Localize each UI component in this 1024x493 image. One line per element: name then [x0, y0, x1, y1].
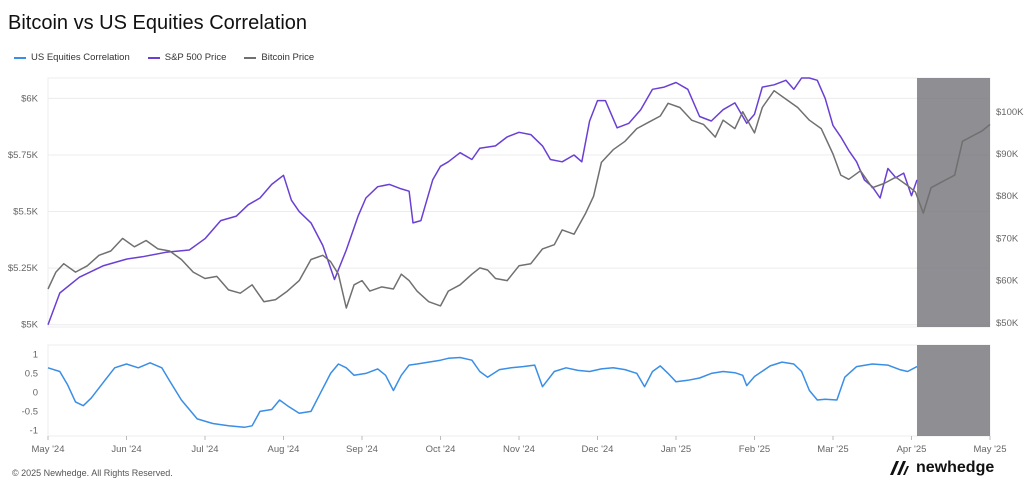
shaded-region-top	[916, 78, 990, 327]
x-axis-tick: Feb '25	[739, 444, 770, 455]
x-axis-tick: Jun '24	[111, 444, 141, 455]
series-line-correlation	[47, 356, 918, 429]
left-axis-tick: $5.75K	[8, 150, 39, 161]
legend-item-sp500[interactable]: S&P 500 Price	[147, 52, 227, 63]
x-axis-tick: Jan '25	[661, 444, 691, 455]
x-axis-tick: Aug '24	[268, 444, 300, 455]
x-axis-tick: May '25	[974, 444, 1007, 455]
newhedge-logo-icon	[890, 461, 909, 475]
chart-legend: US Equities Correlation S&P 500 Price Bi…	[14, 52, 314, 63]
right-axis-tick: $80K	[996, 191, 1019, 202]
x-axis-tick: Apr '25	[897, 444, 927, 455]
brand-name: newhedge	[916, 459, 995, 476]
legend-label-bitcoin: Bitcoin Price	[261, 52, 315, 63]
right-axis-tick: $50K	[996, 318, 1019, 329]
brand-logo[interactable]: newhedge	[888, 459, 994, 477]
correlation-axis-tick: -0.5	[22, 406, 38, 417]
left-axis-tick: $5.25K	[8, 263, 39, 274]
left-axis-tick: $6K	[21, 93, 39, 104]
right-axis-tick: $60K	[996, 276, 1019, 287]
right-axis-tick: $70K	[996, 233, 1019, 244]
left-axis-tick: $5K	[21, 320, 39, 331]
legend-item-bitcoin[interactable]: Bitcoin Price	[244, 52, 314, 63]
x-axis-tick: May '24	[32, 444, 65, 455]
legend-label-sp500: S&P 500 Price	[164, 52, 227, 63]
right-axis-tick: $90K	[996, 149, 1019, 160]
x-axis-tick: Nov '24	[503, 444, 535, 455]
x-axis-tick: Jul '24	[191, 444, 218, 455]
legend-swatch-bitcoin	[244, 56, 257, 59]
top-panel-frame	[47, 77, 991, 328]
correlation-axis-tick: 0.5	[25, 368, 38, 379]
x-axis-tick: Mar '25	[817, 444, 848, 455]
copyright-footer: © 2025 Newhedge. All Rights Reserved.	[12, 468, 173, 478]
legend-swatch-sp500	[147, 56, 160, 59]
x-axis-tick: Oct '24	[426, 444, 456, 455]
right-axis-tick: $100K	[996, 107, 1024, 118]
legend-swatch-correlation	[14, 56, 26, 59]
x-axis-tick: Sep '24	[346, 444, 378, 455]
legend-item-correlation[interactable]: US Equities Correlation	[14, 52, 130, 63]
chart-title: Bitcoin vs US Equities Correlation	[8, 12, 308, 34]
bottom-panel-frame	[47, 344, 991, 437]
correlation-axis-tick: -1	[30, 425, 38, 436]
x-axis-tick: Dec '24	[582, 444, 614, 455]
correlation-axis-tick: 0	[33, 387, 38, 398]
correlation-axis-tick: 1	[33, 349, 38, 360]
legend-label-correlation: US Equities Correlation	[31, 52, 130, 63]
series-line-bitcoin	[47, 89, 991, 309]
left-axis-tick: $5.5K	[13, 207, 38, 218]
series-line-sp500	[47, 77, 918, 325]
shaded-region-bottom	[916, 345, 990, 436]
